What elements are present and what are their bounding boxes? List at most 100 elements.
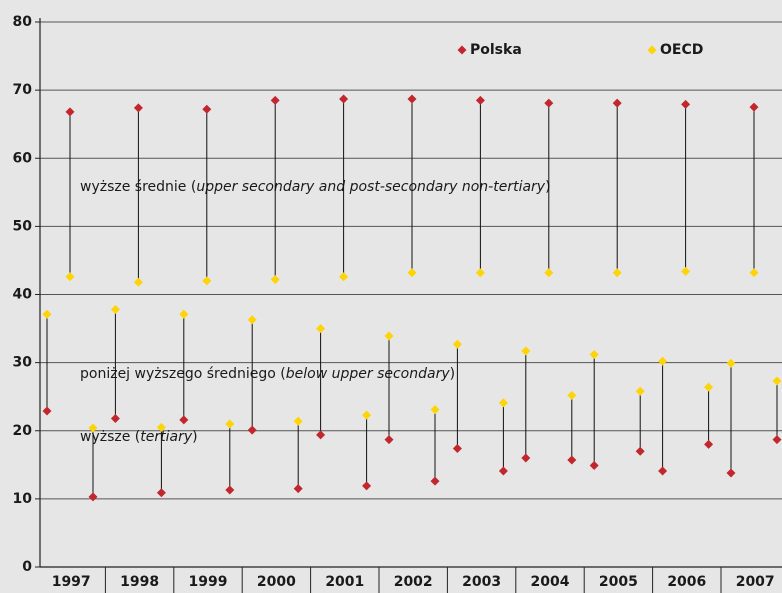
dot bbox=[225, 419, 235, 429]
y-tick-label: 70 bbox=[13, 82, 33, 98]
dot bbox=[384, 331, 394, 341]
x-tick-label: 1997 bbox=[52, 574, 91, 590]
dot bbox=[110, 413, 120, 423]
y-tick-label: 0 bbox=[22, 559, 32, 575]
dot bbox=[156, 422, 166, 432]
y-tick-label: 30 bbox=[13, 355, 33, 371]
dot bbox=[658, 356, 668, 366]
x-tick-label: 2002 bbox=[394, 574, 433, 590]
x-tick-label: 2005 bbox=[599, 574, 638, 590]
dot bbox=[521, 346, 531, 356]
label-text: ) bbox=[450, 366, 455, 382]
dot bbox=[635, 446, 645, 456]
dot bbox=[589, 349, 599, 359]
dot bbox=[362, 481, 372, 491]
dot bbox=[133, 277, 143, 287]
dot bbox=[88, 423, 98, 433]
dot bbox=[681, 266, 691, 276]
x-tick-label: 2003 bbox=[462, 574, 501, 590]
label-text-italic: below upper secondary bbox=[286, 366, 451, 382]
dot bbox=[362, 410, 372, 420]
dot bbox=[270, 275, 280, 285]
label-text: ) bbox=[545, 179, 550, 195]
y-tick-label: 60 bbox=[13, 150, 33, 166]
dot bbox=[65, 107, 75, 117]
dot bbox=[521, 453, 531, 463]
dot bbox=[498, 398, 508, 408]
y-tick-label: 50 bbox=[13, 218, 33, 234]
x-tick-label: 2001 bbox=[325, 574, 364, 590]
group-label: poniżej wyższego średniego (below upper … bbox=[80, 366, 455, 382]
dot bbox=[293, 484, 303, 494]
dot bbox=[612, 98, 622, 108]
dot bbox=[704, 439, 714, 449]
dot bbox=[475, 268, 485, 278]
group-label: wyższe (tertiary) bbox=[80, 429, 198, 445]
label-text: poniżej wyższego średniego ( bbox=[80, 366, 286, 382]
dot bbox=[567, 390, 577, 400]
dot bbox=[339, 272, 349, 282]
dot bbox=[567, 455, 577, 465]
dot bbox=[179, 309, 189, 319]
dot bbox=[704, 382, 714, 392]
x-tick-label: 2006 bbox=[667, 574, 706, 590]
dot bbox=[407, 268, 417, 278]
label-text-italic: upper secondary and post-secondary non-t… bbox=[196, 179, 545, 195]
dot bbox=[498, 466, 508, 476]
dot bbox=[407, 94, 417, 104]
legend-marker bbox=[457, 45, 467, 55]
dot bbox=[452, 443, 462, 453]
label-text-italic: tertiary bbox=[140, 429, 193, 445]
dot bbox=[475, 95, 485, 105]
y-tick-label: 20 bbox=[13, 423, 33, 439]
dot bbox=[635, 386, 645, 396]
dot bbox=[430, 405, 440, 415]
dot bbox=[293, 416, 303, 426]
dot bbox=[202, 276, 212, 286]
dot bbox=[430, 476, 440, 486]
dot bbox=[612, 268, 622, 278]
dot bbox=[452, 339, 462, 349]
dot bbox=[88, 492, 98, 502]
dot bbox=[772, 435, 782, 445]
dot bbox=[316, 324, 326, 334]
legend-marker bbox=[647, 45, 657, 55]
dot bbox=[156, 488, 166, 498]
dot bbox=[110, 304, 120, 314]
label-text: ) bbox=[192, 429, 197, 445]
dot bbox=[384, 435, 394, 445]
x-tick-label: 1998 bbox=[120, 574, 159, 590]
dot bbox=[544, 98, 554, 108]
dot bbox=[225, 485, 235, 495]
dot bbox=[749, 102, 759, 112]
dot bbox=[772, 376, 782, 386]
dot bbox=[749, 268, 759, 278]
dot bbox=[589, 460, 599, 470]
dot bbox=[544, 268, 554, 278]
dot bbox=[726, 468, 736, 478]
y-tick-label: 10 bbox=[13, 491, 33, 507]
y-tick-label: 40 bbox=[13, 287, 33, 303]
dot bbox=[270, 95, 280, 105]
dot bbox=[133, 103, 143, 113]
x-tick-label: 2000 bbox=[257, 574, 296, 590]
dot bbox=[42, 406, 52, 416]
dot bbox=[339, 94, 349, 104]
legend-label: OECD bbox=[660, 42, 703, 58]
dot bbox=[681, 99, 691, 109]
dot bbox=[726, 358, 736, 368]
x-tick-label: 1999 bbox=[189, 574, 228, 590]
dot bbox=[42, 309, 52, 319]
y-tick-label: 80 bbox=[13, 14, 33, 30]
dot bbox=[658, 466, 668, 476]
x-tick-label: 2007 bbox=[736, 574, 775, 590]
dot bbox=[202, 104, 212, 114]
legend-label: Polska bbox=[470, 42, 522, 58]
dot bbox=[179, 415, 189, 425]
dot bbox=[247, 425, 257, 435]
dot bbox=[316, 430, 326, 440]
dot bbox=[65, 272, 75, 282]
dot bbox=[247, 315, 257, 325]
